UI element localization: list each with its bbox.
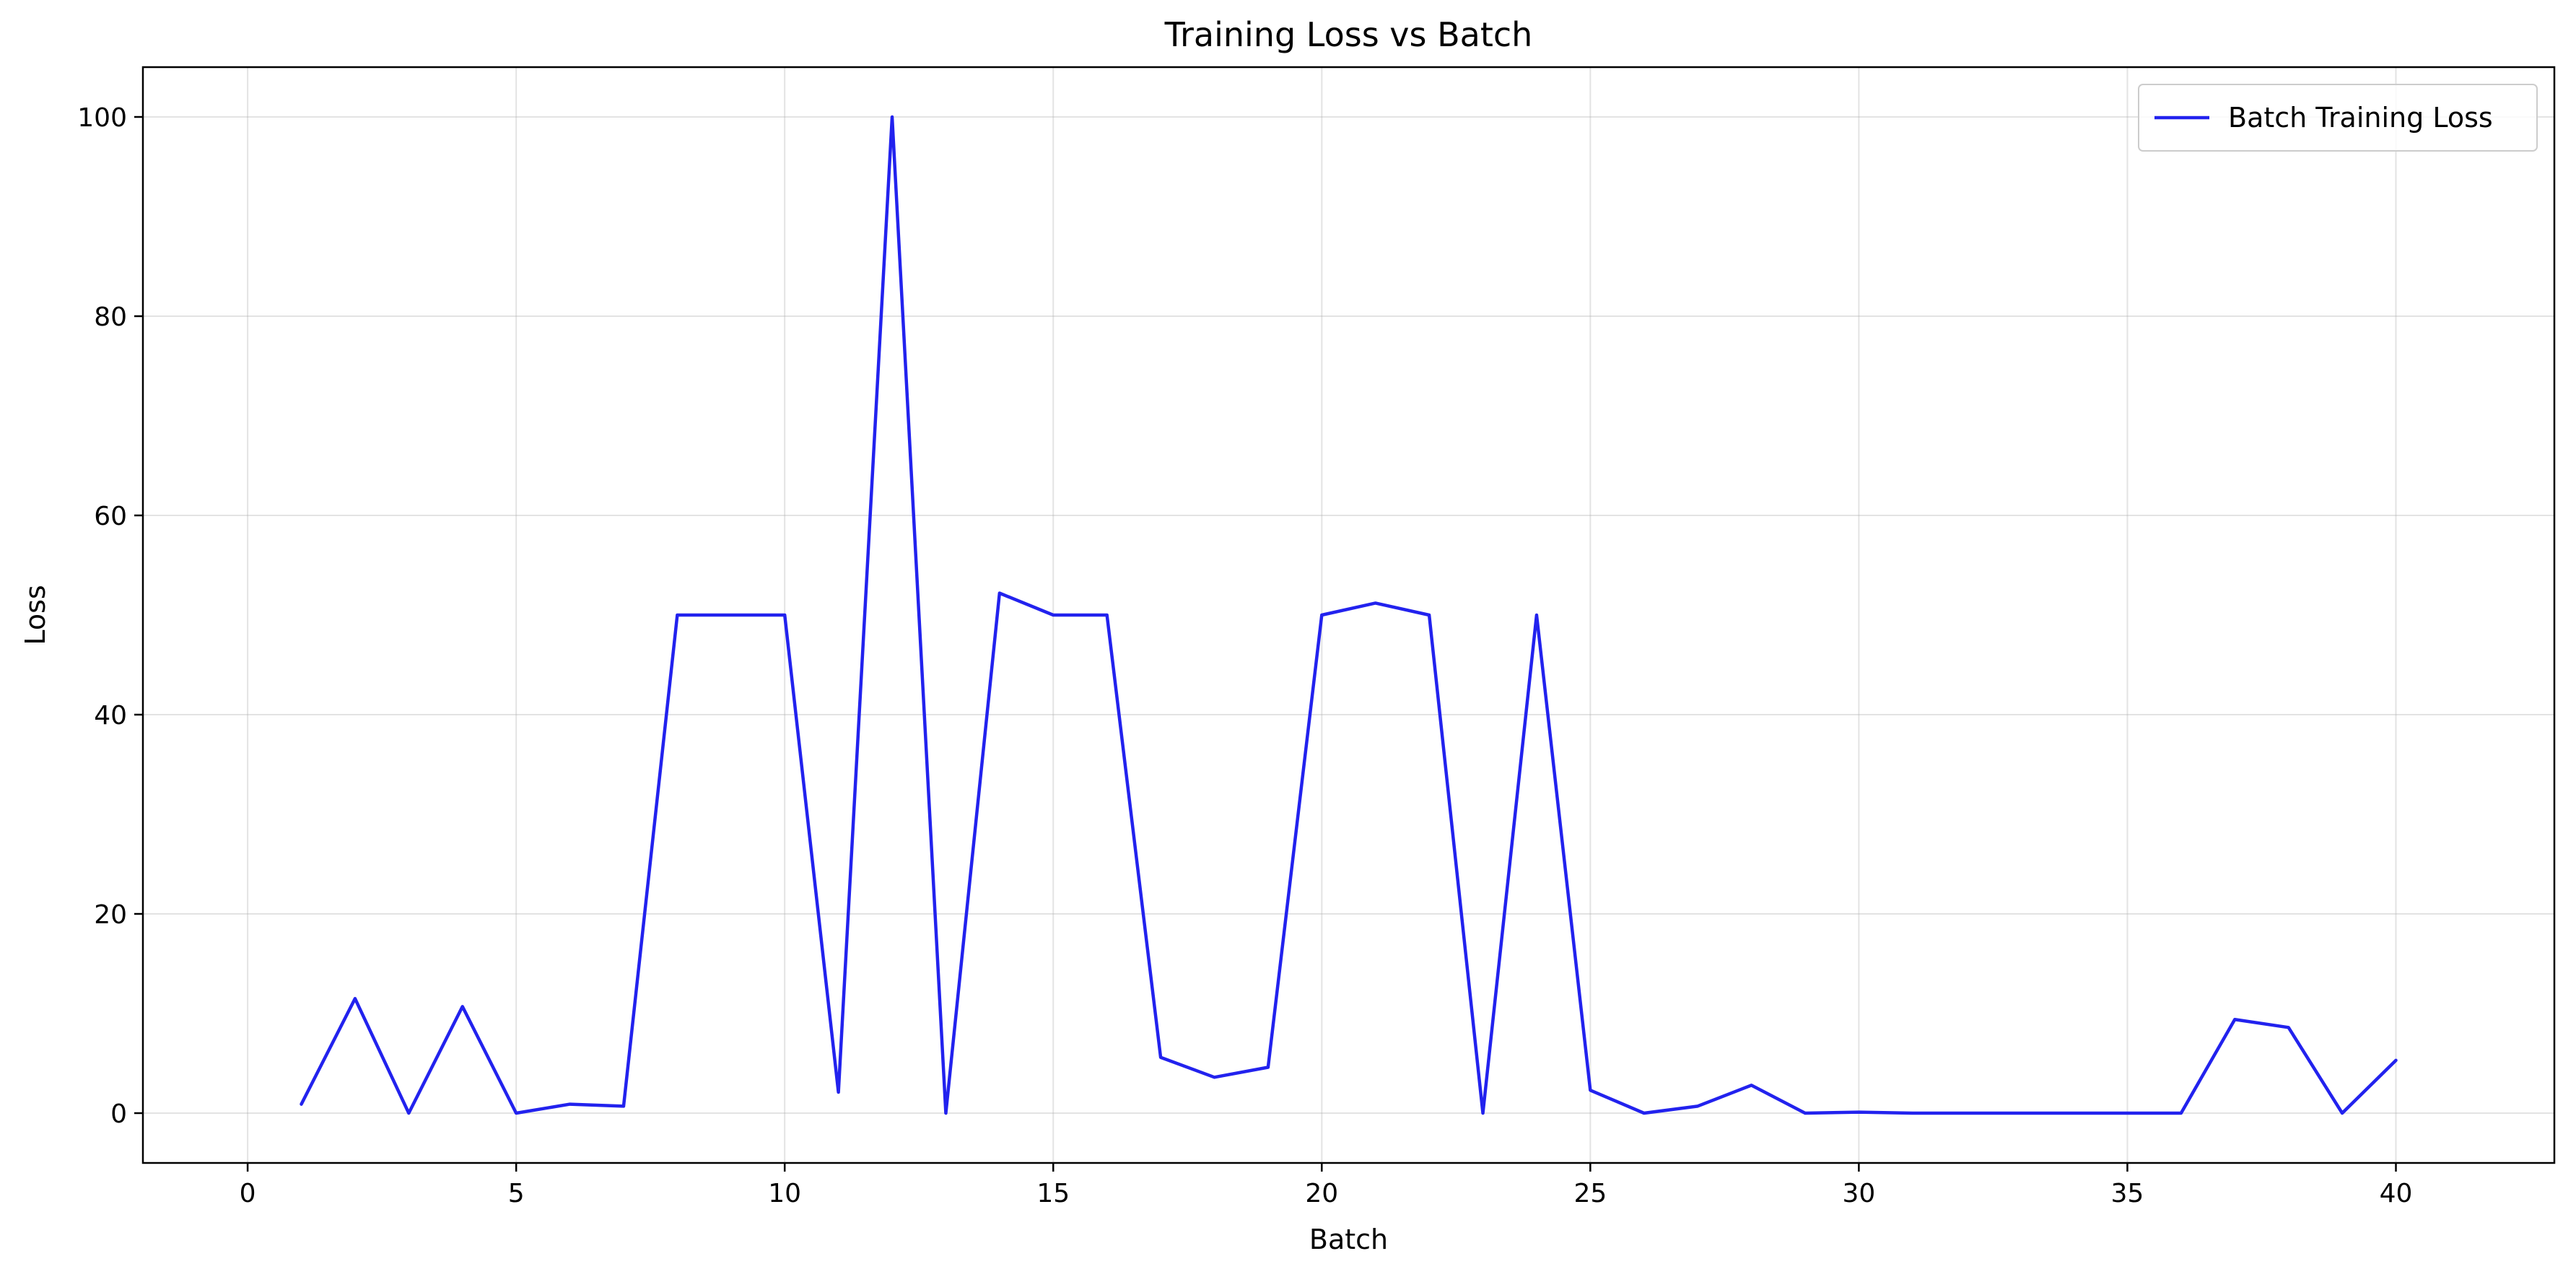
y-axis-ticks: 0 20 40 60 80 100 (77, 103, 143, 1129)
x-tick-label-0: 0 (240, 1179, 256, 1208)
x-tick-label-20: 20 (1305, 1179, 1338, 1208)
legend: Batch Training Loss (2138, 84, 2538, 152)
legend-label-batch-training-loss: Batch Training Loss (2228, 102, 2493, 134)
y-tick-label-40: 40 (94, 701, 127, 731)
x-tick-label-5: 5 (508, 1179, 525, 1208)
x-tick-label-30: 30 (1842, 1179, 1875, 1208)
y-tick-label-60: 60 (94, 502, 127, 531)
series-line-0 (300, 115, 2398, 1115)
x-tick-label-25: 25 (1573, 1179, 1607, 1208)
x-axis-ticks: 0 5 10 15 20 25 30 35 40 (240, 1163, 2413, 1208)
series-layer (300, 115, 2398, 1115)
y-tick-label-100: 100 (77, 103, 127, 133)
x-tick-label-10: 10 (768, 1179, 801, 1208)
y-tick-label-0: 0 (110, 1099, 127, 1129)
chart-title: Training Loss vs Batch (1164, 15, 1533, 54)
plot-frame (141, 66, 2556, 1164)
x-tick-label-15: 15 (1036, 1179, 1070, 1208)
x-tick-label-40: 40 (2380, 1179, 2413, 1208)
x-tick-label-35: 35 (2111, 1179, 2144, 1208)
legend-box (2138, 84, 2538, 152)
y-tick-label-80: 80 (94, 302, 127, 332)
y-axis-label: Loss (19, 585, 51, 645)
y-tick-label-20: 20 (94, 900, 127, 930)
x-axis-label: Batch (1309, 1224, 1388, 1255)
